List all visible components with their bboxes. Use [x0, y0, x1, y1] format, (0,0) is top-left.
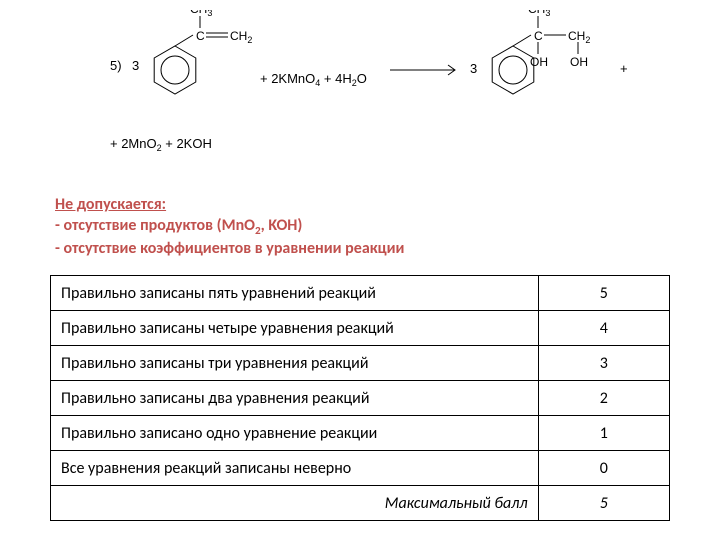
reactant-ch2: CH2: [230, 29, 252, 45]
chemical-equation: 5) 3 C CH3 CH2 + 2KMnO4 + 4H2O: [110, 10, 670, 180]
warning-line1: - отсутствие продуктов (MnO2, KOH): [55, 216, 302, 235]
warning-line2: - отсутствие коэффициентов в уравнении р…: [55, 239, 404, 258]
slide: 5) 3 C CH3 CH2 + 2KMnO4 + 4H2O: [0, 0, 720, 540]
reactant-benzene: [154, 46, 196, 94]
product-oh-left: OH: [530, 55, 548, 69]
reaction-arrow: [390, 65, 455, 75]
reaction-svg: 5) 3 C CH3 CH2 + 2KMnO4 + 4H2O: [110, 10, 670, 180]
table-row: Правильно записаны два уравнения реакций…: [51, 381, 670, 416]
reactant-ch3: CH3: [190, 10, 212, 18]
row-score: 4: [538, 311, 670, 346]
row-score: 5: [538, 276, 670, 311]
row-score: 1: [538, 416, 670, 451]
product-c: C: [534, 29, 543, 43]
row-desc: Правильно записаны три уравнения реакций: [51, 346, 539, 381]
reactant-coef: 3: [132, 58, 139, 73]
row-desc: Все уравнения реакций записаны неверно: [51, 451, 539, 486]
row-desc: Правильно записаны два уравнения реакций: [51, 381, 539, 416]
row-score: 0: [538, 451, 670, 486]
row-desc: Правильно записаны четыре уравнения реак…: [51, 311, 539, 346]
row-desc: Правильно записаны пять уравнений реакци…: [51, 276, 539, 311]
product-coef: 3: [470, 61, 477, 76]
products-line2: + 2MnO2 + 2KOH: [110, 136, 212, 153]
product-ch2: CH2: [568, 29, 590, 45]
table-row: Правильно записано одно уравнение реакци…: [51, 416, 670, 451]
scoring-table-wrap: Правильно записаны пять уравнений реакци…: [50, 275, 670, 521]
reagents-text: + 2KMnO4 + 4H2O: [260, 71, 367, 88]
warning-title: Не допускается:: [55, 195, 166, 214]
max-label: Максимальный балл: [51, 486, 539, 521]
reactant-c: C: [196, 29, 205, 43]
product-benzene: [492, 46, 534, 94]
row-score: 3: [538, 346, 670, 381]
table-row-max: Максимальный балл 5: [51, 486, 670, 521]
row-score: 2: [538, 381, 670, 416]
table-row: Все уравнения реакций записаны неверно 0: [51, 451, 670, 486]
table-row: Правильно записаны пять уравнений реакци…: [51, 276, 670, 311]
product-plus: +: [620, 61, 628, 76]
table-row: Правильно записаны три уравнения реакций…: [51, 346, 670, 381]
row-desc: Правильно записано одно уравнение реакци…: [51, 416, 539, 451]
item-number: 5): [110, 58, 122, 73]
scoring-table: Правильно записаны пять уравнений реакци…: [50, 275, 670, 521]
product-ch3: CH3: [528, 10, 550, 18]
product-oh-right: OH: [570, 55, 588, 69]
max-score: 5: [538, 486, 670, 521]
table-row: Правильно записаны четыре уравнения реак…: [51, 311, 670, 346]
warning-block: Не допускается: - отсутствие продуктов (…: [55, 195, 655, 259]
